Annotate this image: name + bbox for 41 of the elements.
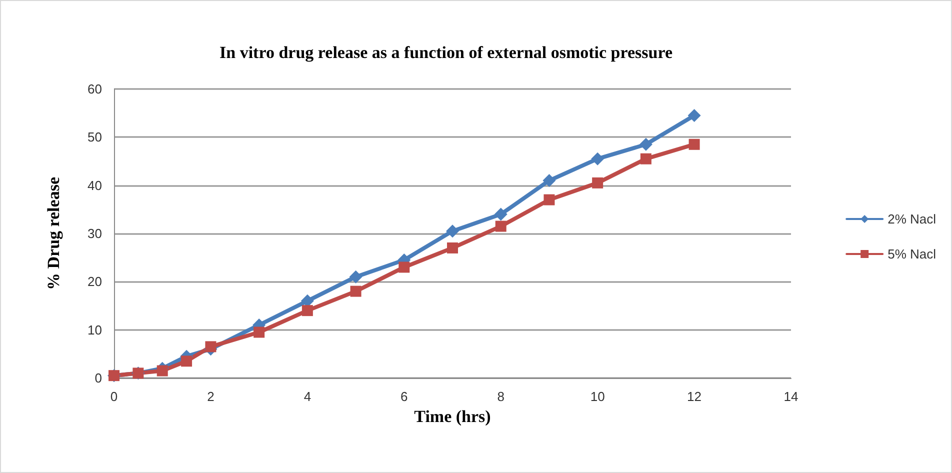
point xyxy=(398,262,410,273)
x-axis-title: Time (hrs) xyxy=(414,407,491,426)
y-tick-label: 20 xyxy=(88,274,102,290)
point xyxy=(302,305,313,316)
y-tick-label: 40 xyxy=(88,178,102,193)
x-tick-label: 10 xyxy=(590,389,605,404)
y-tick-label: 10 xyxy=(88,322,102,338)
point xyxy=(156,365,168,376)
point xyxy=(205,341,216,352)
y-tick-label: 30 xyxy=(88,226,102,241)
y-tick-label: 50 xyxy=(88,130,102,145)
point xyxy=(181,356,192,367)
point xyxy=(640,153,652,164)
point xyxy=(447,242,458,254)
x-tick-label: 4 xyxy=(304,389,312,404)
legend-label: 5% Nacl xyxy=(888,246,936,262)
y-axis-title: % Drug release xyxy=(44,176,63,290)
point xyxy=(300,294,314,308)
y-tick-label: 0 xyxy=(94,370,102,386)
point xyxy=(494,208,508,221)
x-tick-label: 6 xyxy=(400,389,408,404)
x-tick-label: 8 xyxy=(497,389,504,404)
y-tick-label: 60 xyxy=(88,82,102,96)
point xyxy=(254,326,265,338)
point xyxy=(350,286,362,297)
point xyxy=(639,138,652,151)
chart-title: In vitro drug release as a function of external osmotic pressure xyxy=(220,43,673,62)
legend-label: 2% Nacl xyxy=(888,212,936,226)
point xyxy=(688,108,701,122)
point xyxy=(688,138,700,150)
point xyxy=(591,152,604,166)
x-tick-label: 12 xyxy=(687,389,702,404)
point xyxy=(542,174,556,188)
point xyxy=(495,220,506,232)
point xyxy=(349,270,362,284)
point xyxy=(446,224,459,238)
x-tick-label: 0 xyxy=(110,389,118,404)
x-tick-label: 14 xyxy=(784,389,798,404)
point xyxy=(544,194,555,206)
x-tick-label: 2 xyxy=(207,389,214,404)
point xyxy=(592,177,604,188)
